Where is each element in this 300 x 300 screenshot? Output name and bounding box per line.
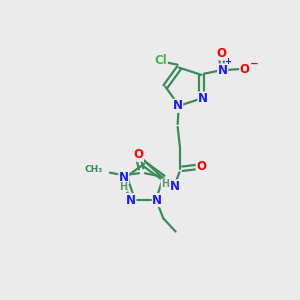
Text: H: H xyxy=(161,179,170,189)
Text: O: O xyxy=(196,160,206,173)
Text: N: N xyxy=(218,64,228,77)
Text: N: N xyxy=(170,180,180,193)
Text: −: − xyxy=(250,59,259,69)
Text: N: N xyxy=(198,92,208,105)
Text: +: + xyxy=(224,57,232,66)
Text: N: N xyxy=(119,171,129,184)
Text: H: H xyxy=(119,182,127,191)
Text: Cl: Cl xyxy=(154,54,167,67)
Text: O: O xyxy=(216,47,226,60)
Text: CH₃: CH₃ xyxy=(85,165,103,174)
Text: O: O xyxy=(240,62,250,76)
Text: N: N xyxy=(126,194,136,207)
Text: N: N xyxy=(152,194,162,207)
Text: O: O xyxy=(134,148,143,161)
Text: N: N xyxy=(173,99,183,112)
